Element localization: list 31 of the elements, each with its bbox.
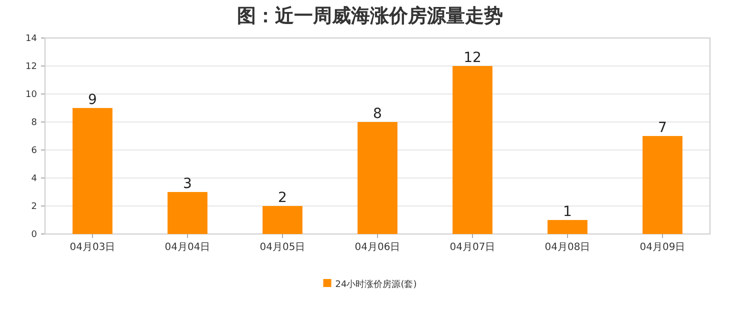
y-tick-label: 6: [31, 146, 38, 156]
bar: [168, 192, 208, 234]
data-label: 3: [183, 176, 192, 192]
bar: [452, 66, 492, 234]
bar: [262, 206, 302, 234]
bar: [72, 108, 112, 234]
data-label: 9: [88, 92, 97, 108]
bar: [358, 122, 398, 234]
data-label: 8: [373, 106, 382, 122]
y-tick-label: 8: [31, 118, 38, 128]
x-tick-label: 04月06日: [354, 242, 400, 253]
x-tick-label: 04月05日: [260, 242, 306, 253]
data-label: 7: [658, 120, 667, 136]
y-tick-label: 2: [31, 202, 37, 212]
y-tick-label: 14: [26, 34, 38, 44]
bar: [548, 220, 588, 234]
bar: [642, 136, 682, 234]
y-tick-label: 0: [31, 230, 38, 240]
data-label: 2: [278, 190, 287, 206]
y-tick-label: 10: [26, 90, 38, 100]
x-tick-label: 04月03日: [70, 242, 116, 253]
x-tick-label: 04月04日: [164, 242, 210, 253]
x-tick-label: 04月09日: [640, 242, 686, 253]
data-label: 12: [464, 50, 482, 66]
legend-label: 24小时涨价房源(套): [335, 279, 417, 290]
data-label: 1: [563, 204, 572, 220]
chart-title: 图：近一周威海涨价房源量走势: [237, 5, 503, 27]
y-tick-label: 4: [31, 174, 38, 184]
x-tick-label: 04月08日: [544, 242, 590, 253]
x-tick-label: 04月07日: [450, 242, 496, 253]
y-tick-label: 12: [26, 62, 37, 72]
